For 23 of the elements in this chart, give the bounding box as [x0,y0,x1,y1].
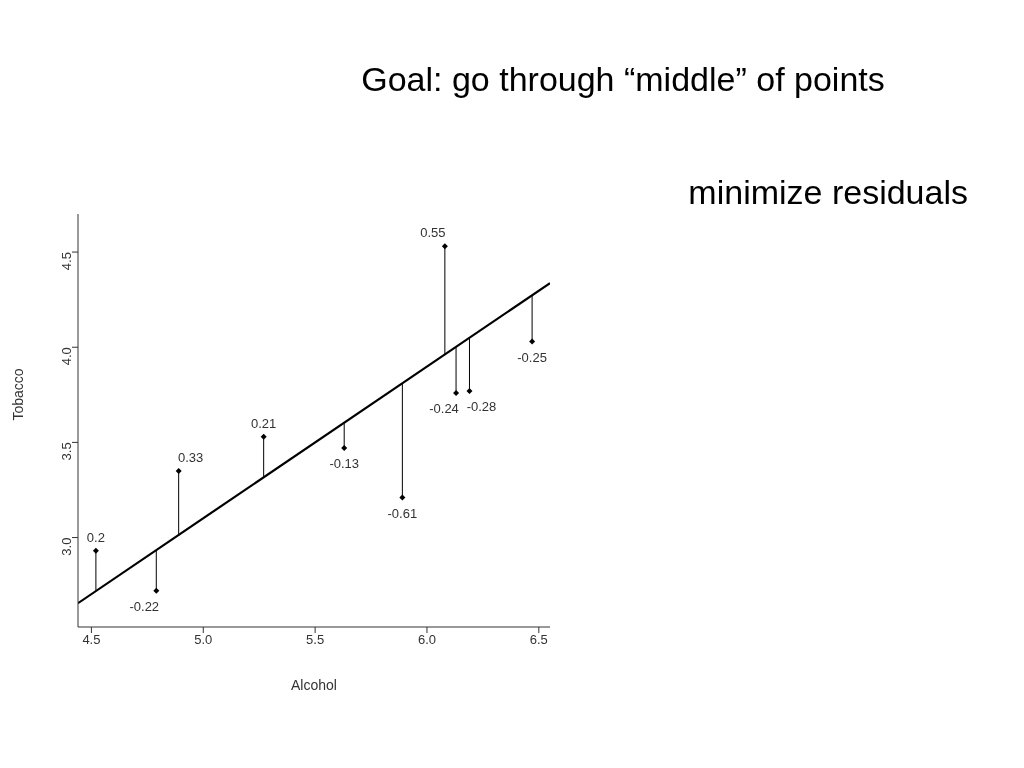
annotation: 0.2 [86,529,105,545]
y-axis-title: Tobacco [9,368,26,421]
annotation: -0.28 [466,399,497,414]
y-tick-label: 3.0 [58,537,74,556]
annotation: -0.61 [387,505,418,521]
annotation: -0.22 [129,598,160,614]
x-tick-label: 6.0 [417,632,437,648]
annotation: 0.21 [251,415,277,431]
annotation: 0.33 [178,449,204,465]
text: Goal: go through “middle” of points [360,60,886,99]
y-tick-label: 3.5 [58,442,74,461]
text: minimize residuals [687,173,969,212]
x-tick-label: 6.5 [529,632,548,648]
annotation: 0.55 [420,225,446,241]
y-tick-label: 4.5 [58,252,74,271]
annotation: -0.13 [329,456,360,472]
x-tick-label: 5.5 [306,632,325,648]
y-tick-label: 4.0 [58,347,74,366]
annotation: -0.24 [429,400,459,416]
x-tick-label: 4.5 [82,632,101,648]
annotation: -0.25 [517,349,547,365]
x-tick-label: 5.0 [194,632,213,648]
x-axis-title: Alcohol [291,677,337,693]
